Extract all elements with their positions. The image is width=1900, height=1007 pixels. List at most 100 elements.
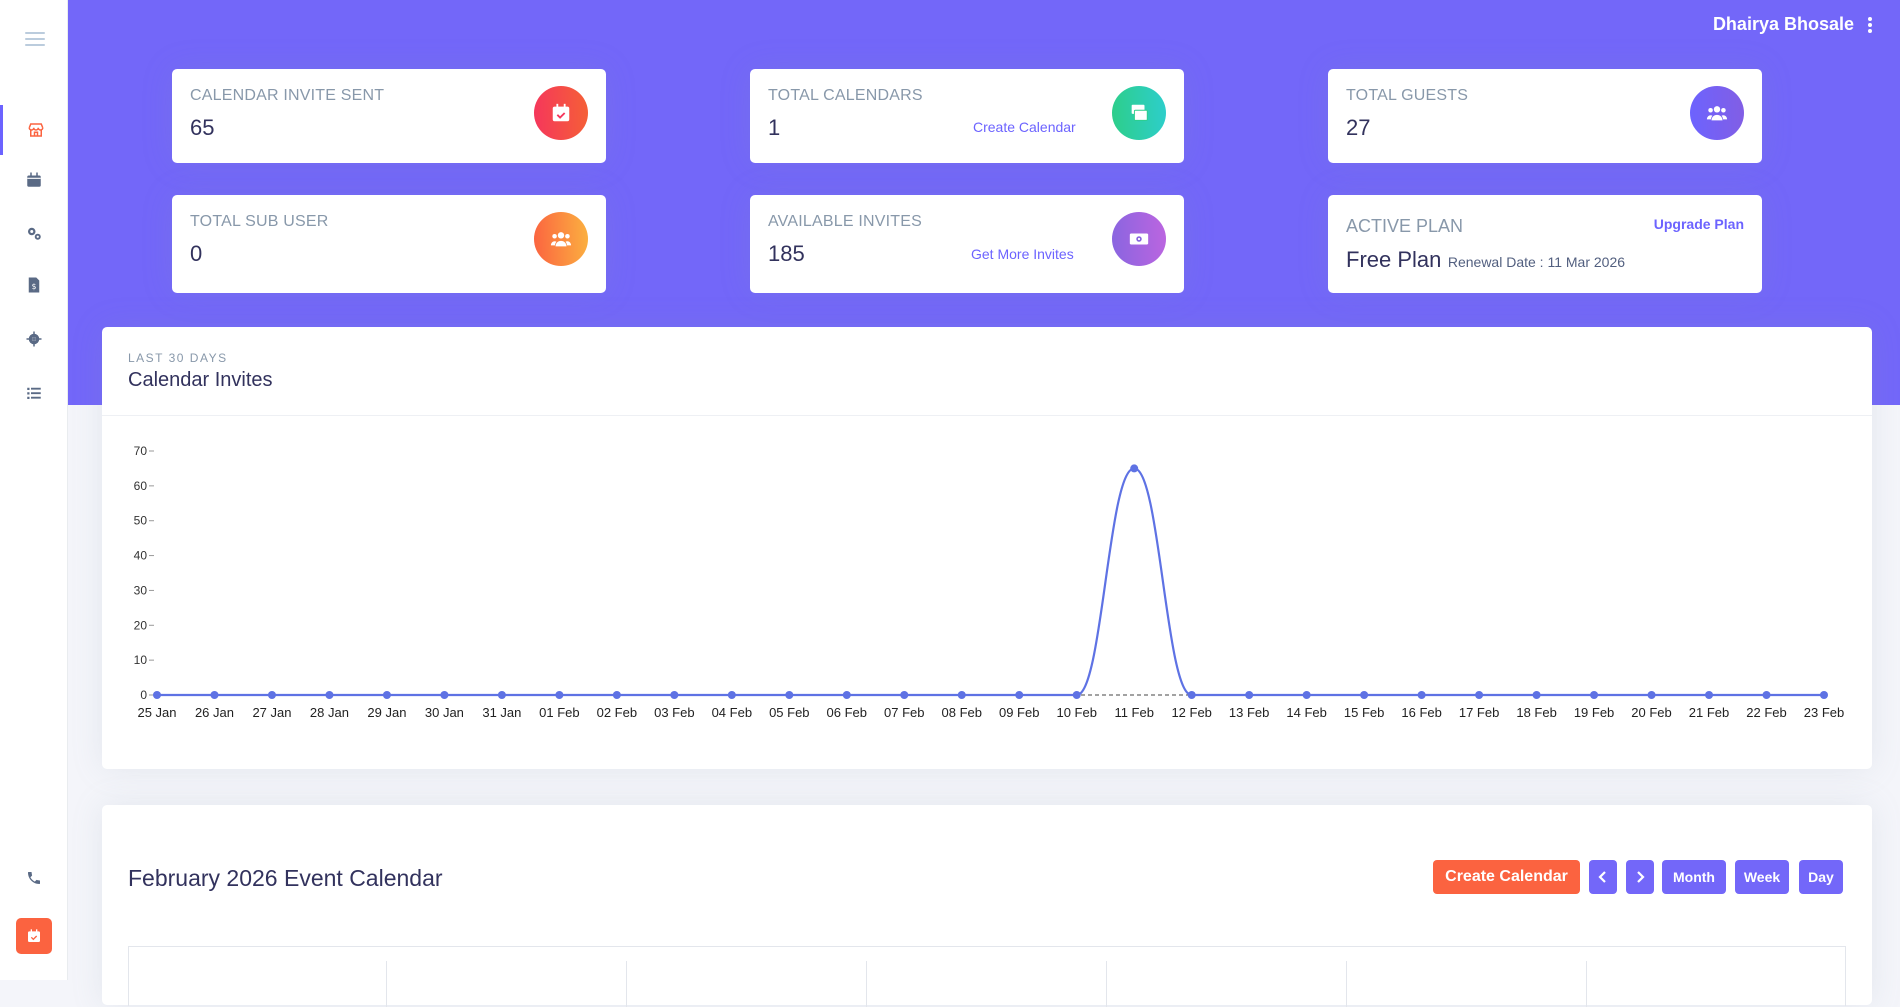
data-point bbox=[1647, 691, 1656, 699]
data-point bbox=[1187, 691, 1196, 699]
data-point bbox=[153, 691, 161, 699]
x-tick-label: 12 Feb bbox=[1171, 705, 1211, 720]
x-tick-label: 23 Feb bbox=[1804, 705, 1844, 720]
stat-card-invites-sent: CALENDAR INVITE SENT 65 bbox=[172, 69, 606, 163]
data-point bbox=[1245, 691, 1254, 699]
calendar-heading: February 2026 Event Calendar bbox=[128, 865, 443, 892]
support-phone-button[interactable] bbox=[0, 860, 68, 896]
x-tick-label: 05 Feb bbox=[769, 705, 809, 720]
money-bill-icon bbox=[1129, 233, 1149, 245]
hamburger-menu-icon[interactable] bbox=[25, 32, 45, 50]
next-month-button[interactable] bbox=[1626, 860, 1654, 894]
x-tick-label: 19 Feb bbox=[1574, 705, 1614, 720]
data-point bbox=[900, 691, 909, 699]
prev-month-button[interactable] bbox=[1589, 860, 1617, 894]
stat-value: 1 bbox=[768, 115, 781, 140]
x-tick-label: 16 Feb bbox=[1401, 705, 1441, 720]
create-calendar-button[interactable]: Create Calendar bbox=[1433, 860, 1580, 894]
stat-icon-badge bbox=[1112, 212, 1166, 266]
plan-info: Free Plan Renewal Date : 11 Mar 2026 bbox=[1346, 247, 1625, 273]
y-tick-label: 60 bbox=[134, 479, 148, 493]
users-icon bbox=[550, 232, 572, 247]
data-point bbox=[1705, 691, 1714, 699]
y-tick-label: 70 bbox=[134, 444, 148, 458]
phone-icon bbox=[28, 872, 40, 884]
series-line bbox=[157, 467, 1824, 697]
stat-value: 185 bbox=[768, 241, 805, 266]
data-point bbox=[1417, 691, 1426, 699]
data-point bbox=[1302, 691, 1311, 699]
x-tick-label: 07 Feb bbox=[884, 705, 924, 720]
x-tick-label: 26 Jan bbox=[195, 705, 234, 720]
create-calendar-link[interactable]: Create Calendar bbox=[973, 119, 1076, 135]
data-point bbox=[210, 691, 219, 699]
data-point bbox=[727, 691, 736, 699]
quick-calendar-button[interactable] bbox=[16, 918, 52, 954]
get-more-invites-link[interactable]: Get More Invites bbox=[971, 246, 1074, 262]
calendar-grid bbox=[128, 946, 1846, 1007]
chart-subtitle: LAST 30 DAYS bbox=[128, 351, 228, 365]
calendar-check-icon bbox=[28, 929, 40, 942]
view-day-button[interactable]: Day bbox=[1799, 860, 1843, 894]
data-point bbox=[267, 691, 276, 699]
data-point bbox=[325, 691, 334, 699]
stat-value: 27 bbox=[1346, 115, 1371, 140]
upgrade-plan-link[interactable]: Upgrade Plan bbox=[1653, 216, 1744, 232]
data-point bbox=[612, 691, 621, 699]
view-month-button[interactable]: Month bbox=[1662, 860, 1726, 894]
data-point bbox=[440, 691, 449, 699]
y-tick-label: 0 bbox=[140, 688, 147, 702]
x-tick-label: 20 Feb bbox=[1631, 705, 1671, 720]
kebab-menu-icon[interactable] bbox=[1868, 17, 1872, 35]
view-week-button[interactable]: Week bbox=[1735, 860, 1789, 894]
x-tick-label: 22 Feb bbox=[1746, 705, 1786, 720]
data-point bbox=[1015, 691, 1024, 699]
data-point bbox=[497, 691, 506, 699]
data-point bbox=[1475, 691, 1484, 699]
stat-card-total-calendars: TOTAL CALENDARS 1 Create Calendar bbox=[750, 69, 1184, 163]
sidebar-item-dashboard[interactable] bbox=[0, 105, 68, 155]
x-tick-label: 13 Feb bbox=[1229, 705, 1269, 720]
user-name[interactable]: Dhairya Bhosale bbox=[1712, 14, 1854, 34]
x-tick-label: 08 Feb bbox=[942, 705, 982, 720]
event-calendar-card: February 2026 Event Calendar Create Cale… bbox=[102, 805, 1872, 1007]
x-tick-label: 31 Jan bbox=[482, 705, 521, 720]
x-tick-label: 11 Feb bbox=[1114, 705, 1154, 720]
chevron-right-icon bbox=[1637, 871, 1645, 883]
data-point bbox=[1130, 464, 1139, 473]
stat-card-sub-users: TOTAL SUB USER 0 bbox=[172, 195, 606, 293]
sidebar-item-integrations[interactable] bbox=[0, 208, 68, 258]
chart-title: Calendar Invites bbox=[128, 369, 273, 391]
chart-card-header: LAST 30 DAYS Calendar Invites bbox=[102, 327, 1872, 416]
calendar-month: February 2026 bbox=[128, 865, 278, 891]
sidebar-item-settings[interactable] bbox=[0, 314, 68, 364]
data-point bbox=[1072, 691, 1081, 699]
svg-text:$: $ bbox=[32, 282, 37, 291]
stat-card-total-guests: TOTAL GUESTS 27 bbox=[1328, 69, 1762, 163]
x-tick-label: 29 Jan bbox=[367, 705, 406, 720]
calendar-check-icon bbox=[552, 103, 570, 122]
stat-label: TOTAL SUB USER bbox=[190, 213, 329, 230]
x-tick-label: 15 Feb bbox=[1344, 705, 1384, 720]
x-tick-label: 04 Feb bbox=[712, 705, 752, 720]
x-tick-label: 02 Feb bbox=[597, 705, 637, 720]
list-icon bbox=[27, 387, 41, 399]
plan-name: Free Plan bbox=[1346, 247, 1442, 272]
data-point bbox=[957, 691, 966, 699]
calendar-stack-icon bbox=[1131, 104, 1148, 121]
sidebar-item-calendar[interactable] bbox=[0, 155, 68, 205]
y-tick-label: 10 bbox=[134, 653, 148, 667]
data-point bbox=[1532, 691, 1541, 699]
x-tick-label: 10 Feb bbox=[1056, 705, 1096, 720]
data-point bbox=[842, 691, 851, 699]
x-tick-label: 27 Jan bbox=[252, 705, 291, 720]
stat-icon-badge bbox=[1690, 86, 1744, 140]
x-tick-label: 06 Feb bbox=[827, 705, 867, 720]
y-tick-label: 40 bbox=[134, 549, 148, 563]
sidebar-item-list[interactable] bbox=[0, 368, 68, 418]
chart-card: LAST 30 DAYS Calendar Invites 0 10 20 30 40 5… bbox=[102, 327, 1872, 769]
sidebar-item-billing[interactable]: $ bbox=[0, 260, 68, 310]
x-tick-label: 17 Feb bbox=[1459, 705, 1499, 720]
file-invoice-dollar-icon: $ bbox=[28, 277, 40, 293]
data-point bbox=[1820, 691, 1828, 699]
